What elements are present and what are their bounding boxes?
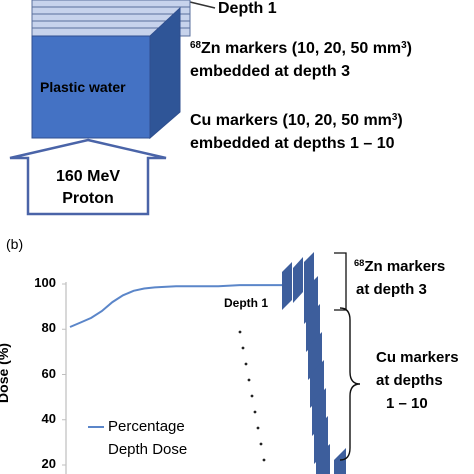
zn-volume-exponent: 3 [401,39,407,51]
zn-mass-number: 68 [190,39,202,51]
depth-dot [241,346,245,350]
depth-dot [253,410,257,414]
y-axis-label: Dose (%) [0,343,11,403]
cu-brace [339,307,361,461]
depth-dot [247,378,251,382]
zn-marker-text: Zn markers (10, 20, 50 mm [201,40,402,57]
y-tick-label: 40 [41,410,56,426]
zn-marker [293,257,303,303]
zn-marker-description-line1: 68Zn markers (10, 20, 50 mm3) [190,40,412,58]
cu-volume-exponent: 3 [391,111,398,123]
cu-chart-label-line2: at depths [376,372,443,389]
y-tick-marks [62,283,66,466]
depth-dot [259,442,263,446]
legend-label-line1: Percentage [108,418,185,435]
zn-bracket [334,252,347,311]
zn-marker-description-line2: embedded at depth 3 [190,63,351,80]
depth-dot [256,426,260,430]
chart-depth-label: Depth 1 [224,296,269,310]
cu-chart-label-line3: 1 – 10 [386,395,428,412]
cu-marker-text: Cu markers (10, 20, 50 mm [190,112,392,129]
depth-dot [262,458,266,462]
zn-chart-label-line1: 68Zn markers [354,258,445,275]
zn-chart-label-line2: at depth 3 [356,281,427,298]
proton-label-line1: 160 MeV [55,168,121,185]
zn-close-paren: ) [406,40,412,57]
pdd-curve [69,284,282,328]
depth-dot [238,330,242,334]
cu-marker-description-line1: Cu markers (10, 20, 50 mm3) [190,112,403,130]
panel-b-label: (b) [6,236,24,252]
zn-chart-mass-number: 68 [354,257,365,268]
zn-marker-group [282,252,314,310]
cu-marker-description-line2: embedded at depths 1 – 10 [190,135,395,152]
panel-a-illustration [9,0,216,216]
cu-marker-group [304,276,346,474]
depth-dot [244,362,248,366]
y-tick-label: 80 [41,320,56,336]
depth-dot [250,394,254,398]
cu-marker [334,448,346,474]
zn-chart-text: Zn markers [364,258,446,275]
block-label: Plastic water [40,79,126,95]
cu-close-paren: ) [397,112,403,129]
cu-marker [316,444,330,474]
zn-marker [282,262,292,310]
cu-chart-label-line1: Cu markers [376,349,459,366]
depth-dots [238,330,266,462]
legend-label-line2: Depth Dose [108,441,188,458]
y-tick-label: 60 [41,365,56,381]
plastic-water-block-side [149,6,181,140]
y-tick-label: 20 [41,456,56,471]
y-tick-label: 100 [34,275,56,290]
proton-arrow [9,138,167,216]
proton-label-line2: Proton [62,190,114,207]
depth-1-leader-line [189,1,216,9]
panel-a-depth-label: Depth 1 [218,0,277,17]
plastic-layer-stack [31,0,191,37]
